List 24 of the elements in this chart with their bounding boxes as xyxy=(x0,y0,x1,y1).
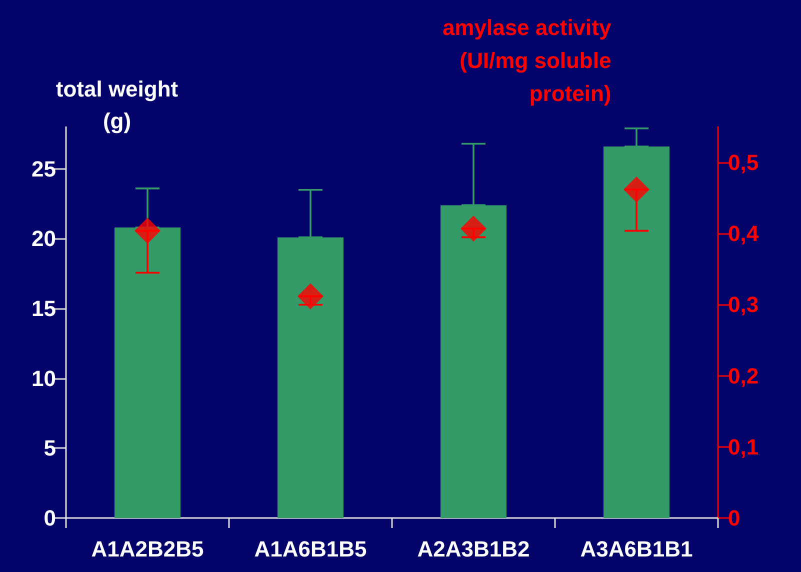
point xyxy=(624,176,650,203)
bar xyxy=(604,146,670,518)
y2-tick-label: 0 xyxy=(728,506,740,530)
point xyxy=(460,216,486,242)
point xyxy=(134,218,160,244)
y-tick-label: 15 xyxy=(32,296,56,322)
y2-tick-label: 0,2 xyxy=(728,363,759,388)
y-tick-label: 0 xyxy=(44,506,56,530)
y2-tick-label: 0,1 xyxy=(728,434,759,460)
bar xyxy=(114,228,180,518)
y2-axis-title: amylase activity (UI/mg soluble protein) xyxy=(442,15,612,106)
y2-tick-label: 0,3 xyxy=(728,292,759,318)
x-tick-label: A1A6B1B5 xyxy=(254,536,367,562)
y-tick-label: 25 xyxy=(32,156,56,182)
x-tick-label: A3A6B1B1 xyxy=(580,536,693,562)
y-tick-label: 20 xyxy=(32,226,56,252)
y-tick-label: 10 xyxy=(32,366,56,391)
point xyxy=(298,283,324,310)
y-tick-label: 5 xyxy=(44,436,56,461)
y2-tick-label: 0,4 xyxy=(728,221,760,246)
y-axis-title: total weight (g) xyxy=(56,76,179,134)
x-tick-label: A1A2B2B5 xyxy=(91,536,204,562)
x-tick-label: A2A3B1B2 xyxy=(417,536,530,562)
y2-tick-label: 0,5 xyxy=(728,150,759,176)
